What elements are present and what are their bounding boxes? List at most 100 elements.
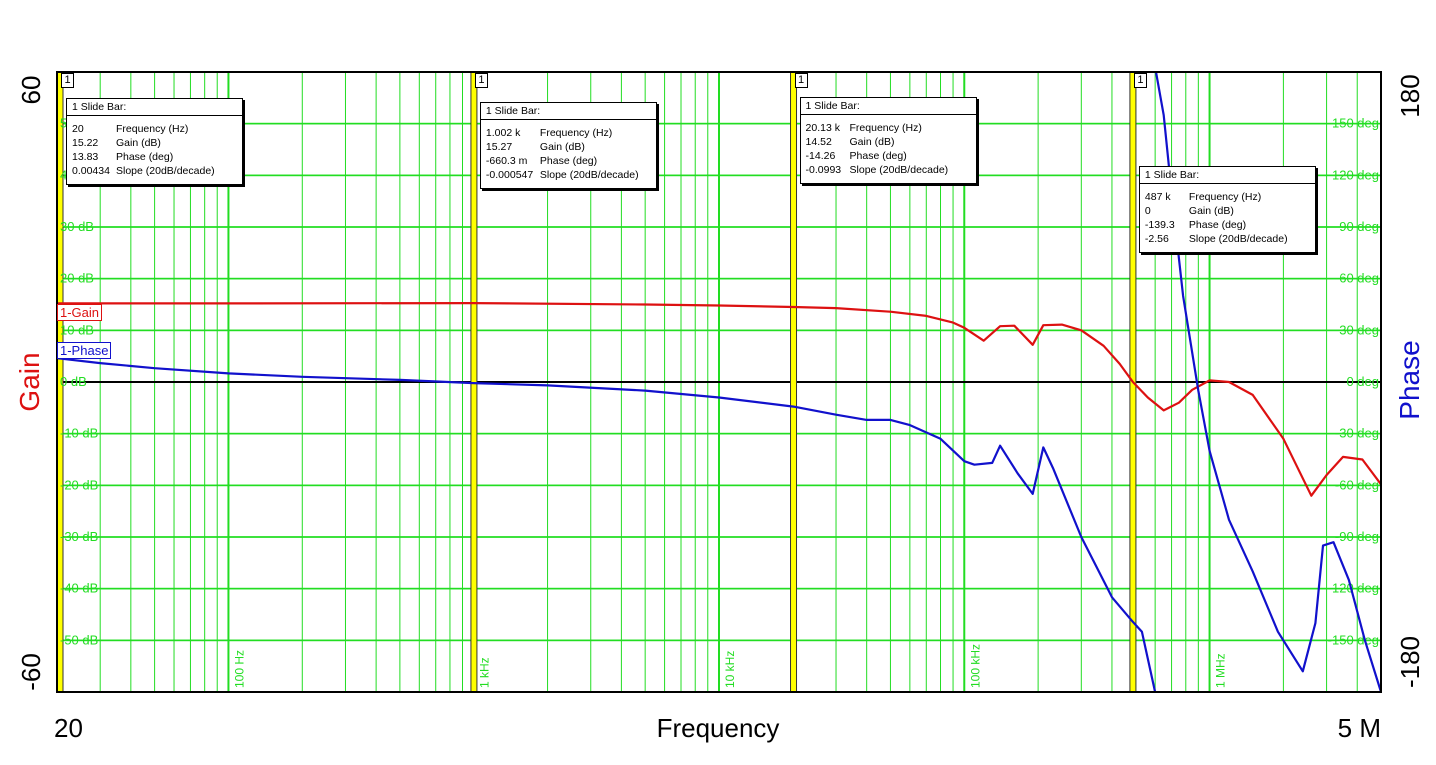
cursor-bar-0[interactable]: [57, 72, 63, 692]
y-right-tick-label-0: 150 deg: [1332, 116, 1379, 131]
slide-bar-title-0: 1 Slide Bar:: [67, 99, 242, 116]
x-tick-label-3: 100 kHz: [968, 644, 982, 688]
slide-bar-row-1-1: 15.27 Gain (dB): [486, 140, 651, 154]
slide-bar-row-1-0: 1.002 k Frequency (Hz): [486, 126, 651, 140]
slide-bar-row-0-2: 13.83 Phase (deg): [72, 150, 237, 164]
y-right-tick-label-8: -90 deg: [1335, 529, 1379, 544]
slide-bar-row-2-1: 14.52 Gain (dB): [806, 135, 971, 149]
x-tick-labels: 100 Hz 1 kHz 10 kHz 100 kHz 1 MHz: [232, 644, 1227, 688]
y-left-tick-label-5: 0 dB: [60, 374, 87, 389]
y-left-tick-label-2: 30 dB: [60, 219, 94, 234]
slide-bar-body-0: 20 Frequency (Hz) 15.22 Gain (dB) 13.83 Phase…: [67, 116, 242, 184]
slide-bar-box-0: 1 Slide Bar: 20 Frequency (Hz) 15.22 Gain (d…: [66, 98, 243, 185]
slide-bar-value: 13.83: [72, 151, 99, 163]
slide-bar-value: -0.0993: [805, 164, 842, 176]
slide-bar-row-3-2: -139.3 Phase (deg): [1145, 218, 1310, 232]
slide-bar-label: Slope (20dB/decade): [849, 164, 949, 176]
slide-bar-box-1: 1 Slide Bar: 1.002 k Frequency (Hz) 15.27 Ga…: [479, 102, 657, 189]
slide-bar-row-2-2: -14.26 Phase (deg): [806, 149, 971, 163]
slide-bar-value: 487 k: [1144, 191, 1171, 203]
x-start-label: 20: [54, 713, 83, 743]
slide-bar-value: 0.00434: [72, 165, 110, 177]
y-right-tick-label-3: 60 deg: [1339, 271, 1379, 286]
y-left-tick-label-4: 10 dB: [60, 322, 94, 337]
slide-bar-row-3-0: 487 k Frequency (Hz): [1145, 190, 1310, 204]
y-right-tick-label-7: -60 deg: [1335, 477, 1379, 492]
slide-bar-title-3: 1 Slide Bar:: [1139, 167, 1315, 184]
slide-bar-label: Slope (20dB/decade): [1188, 233, 1288, 245]
slide-bar-value: -2.56: [1144, 233, 1169, 245]
slide-bar-value: -139.3: [1144, 219, 1175, 231]
slide-bar-value: -0.000547: [485, 169, 534, 181]
slide-bar-value: 1.002 k: [485, 127, 521, 139]
slide-bar-row-2-0: 20.13 k Frequency (Hz): [806, 121, 971, 135]
grid-layer: [57, 72, 1381, 692]
y-right-tick-label-6: -30 deg: [1335, 426, 1379, 441]
y-right-tick-label-2: 90 deg: [1339, 219, 1379, 234]
phase-trace-label: 1-Phase: [57, 342, 112, 360]
slide-bar-label: Phase (deg): [1188, 219, 1247, 231]
plot-frame: [56, 71, 1382, 693]
slide-bar-row-1-2: -660.3 m Phase (deg): [486, 154, 651, 168]
x-tick-label-0: 100 Hz: [232, 650, 246, 688]
slide-bar-title-1: 1 Slide Bar:: [480, 103, 656, 120]
slide-bar-row-3-3: -2.56 Slope (20dB/decade): [1145, 232, 1310, 246]
y-right-tick-label-5: 0 deg: [1346, 374, 1379, 389]
x-tick-label-1: 1 kHz: [478, 657, 492, 688]
slide-bar-label: Slope (20dB/decade): [116, 165, 215, 177]
slide-bar-value: 14.52: [805, 136, 832, 148]
slide-bar-label: Gain (dB): [849, 136, 895, 148]
slide-bar-box-3: 1 Slide Bar: 487 k Frequency (Hz) 0 Gain (dB…: [1138, 166, 1316, 253]
slide-bar-row-0-3: 0.00434 Slope (20dB/decade): [72, 164, 237, 178]
slide-bar-label: Gain (dB): [1188, 205, 1234, 217]
y-right-max-label: 180: [1395, 74, 1425, 117]
slide-bar-body-2: 20.13 k Frequency (Hz) 14.52 Gain (dB) -14.2…: [801, 115, 976, 183]
y-left-axis-title: Gain: [14, 352, 45, 411]
slide-bar-body-3: 487 k Frequency (Hz) 0 Gain (dB) -139.3 Phase…: [1140, 184, 1315, 252]
cursor-number-3: 1: [1133, 73, 1147, 88]
slide-bar-row-3-1: 0 Gain (dB): [1145, 204, 1310, 218]
phase-trace-segment-0: [57, 357, 1158, 692]
slide-bar-title-2: 1 Slide Bar:: [800, 98, 976, 115]
x-tick-label-4: 1 MHz: [1214, 653, 1228, 688]
slide-bar-label: Frequency (Hz): [1188, 191, 1262, 203]
y-right-min-label: -180: [1395, 636, 1425, 688]
y-left-max-label: 60: [16, 76, 46, 105]
y-right-tick-label-1: 120 deg: [1332, 167, 1379, 182]
gain-trace-segment-0: [57, 302, 1381, 497]
y-left-tick-label-10: -50 dB: [60, 632, 98, 647]
y-left-min-label: -60: [16, 653, 46, 691]
slide-bar-value: 20: [72, 123, 84, 135]
y-right-tick-label-10: -150 deg: [1328, 632, 1379, 647]
slide-bar-value: -660.3 m: [485, 155, 528, 167]
cursor-bar-1[interactable]: [470, 72, 477, 692]
cursor-bar-2[interactable]: [790, 72, 797, 692]
cursor-number-0: 1: [61, 73, 74, 88]
slide-bar-value: 0: [1144, 205, 1151, 217]
slide-bar-label: Frequency (Hz): [116, 123, 189, 135]
slide-bar-label: Phase (deg): [849, 150, 907, 162]
slide-bar-label: Slope (20dB/decade): [539, 169, 639, 181]
y-right-axis-title: Phase: [1394, 340, 1425, 419]
slide-bar-label: Gain (dB): [539, 141, 585, 153]
slide-bar-label: Frequency (Hz): [849, 122, 922, 134]
slide-bar-row-1-3: -0.000547 Slope (20dB/decade): [486, 168, 651, 182]
slide-bar-row-0-1: 15.22 Gain (dB): [72, 136, 237, 150]
x-axis-title: Frequency: [657, 713, 780, 743]
slide-bar-label: Phase (deg): [539, 155, 598, 167]
slide-bar-label: Phase (deg): [116, 151, 174, 163]
y-left-tick-label-3: 20 dB: [60, 271, 94, 286]
x-tick-label-2: 10 kHz: [723, 651, 737, 688]
y-left-tick-label-7: -20 dB: [60, 477, 98, 492]
slide-bar-value: -14.26: [805, 150, 836, 162]
slide-bar-row-2-3: -0.0993 Slope (20dB/decade): [806, 163, 971, 177]
y-left-tick-label-9: -40 dB: [60, 581, 98, 596]
slide-bar-box-2: 1 Slide Bar: 20.13 k Frequency (Hz) 14.52 Ga…: [799, 97, 977, 184]
slide-bar-value: 20.13 k: [805, 122, 840, 134]
cursor-number-1: 1: [474, 73, 488, 88]
slide-bar-label: Frequency (Hz): [539, 127, 613, 139]
slide-bar-value: 15.22: [72, 137, 99, 149]
y-left-tick-label-6: -10 dB: [60, 426, 98, 441]
y-left-tick-label-8: -30 dB: [60, 529, 98, 544]
cursor-number-2: 1: [794, 73, 808, 88]
